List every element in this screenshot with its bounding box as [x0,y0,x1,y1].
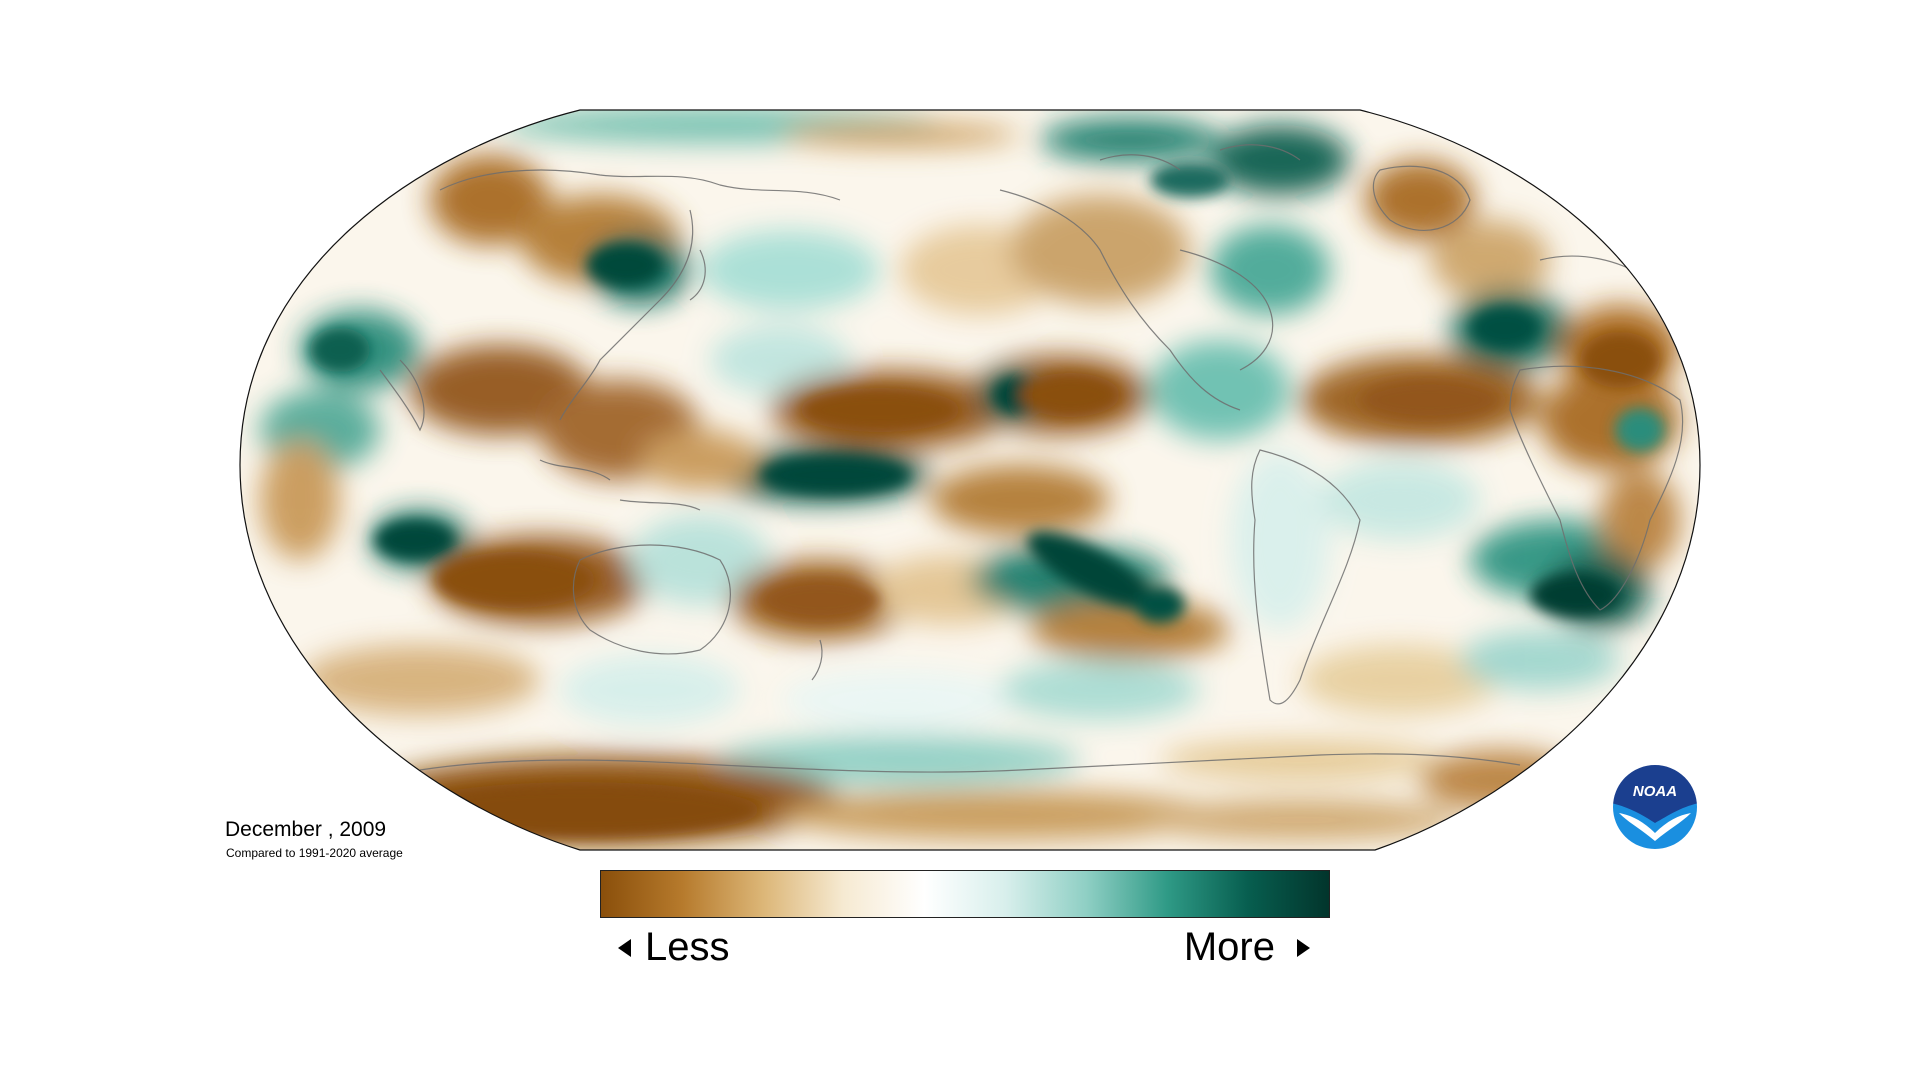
left-arrow-icon [618,938,631,957]
legend-less: Less [618,925,730,970]
right-arrow-icon [1297,938,1310,957]
legend-more-label: More [1183,925,1275,969]
legend-more: More [1184,925,1310,970]
map-border [239,109,1701,851]
noaa-logo: NOAA [1611,763,1699,851]
anomaly-field [240,110,1700,850]
date-label: December , 2009 [225,818,387,841]
legend-color-bar [600,870,1330,918]
noaa-logo-text: NOAA [1633,783,1677,800]
baseline-label: Compared to 1991-2020 average [226,846,403,860]
legend-less-label: Less [645,925,730,969]
